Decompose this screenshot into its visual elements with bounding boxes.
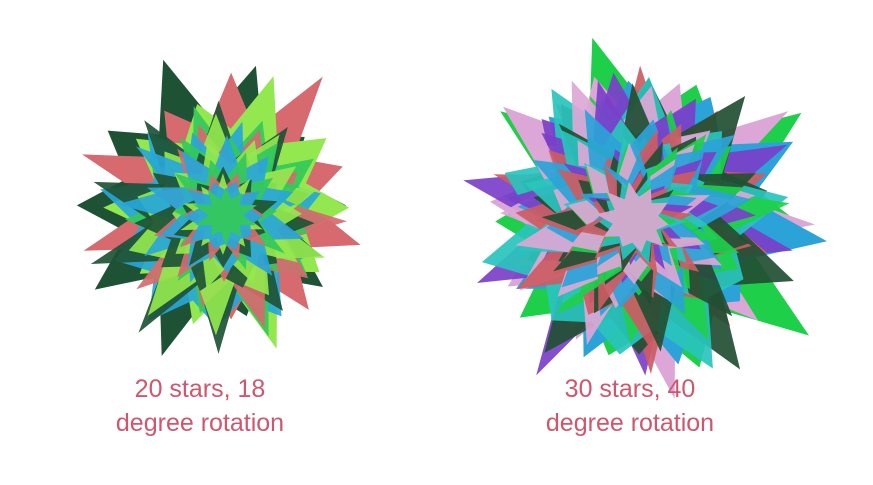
star-shape xyxy=(192,187,257,246)
artwork-caption: 30 stars, 40 degree rotation xyxy=(545,375,715,437)
star-artwork-30-stars: 30 stars, 40 degree rotation xyxy=(420,0,873,485)
layered-star-graphic xyxy=(463,37,827,399)
star-artwork-20-stars: 20 stars, 18 degree rotation xyxy=(0,0,420,485)
star-shape xyxy=(596,182,669,253)
artwork-caption: 20 stars, 18 degree rotation xyxy=(115,375,285,437)
layered-star-graphic xyxy=(76,59,361,356)
